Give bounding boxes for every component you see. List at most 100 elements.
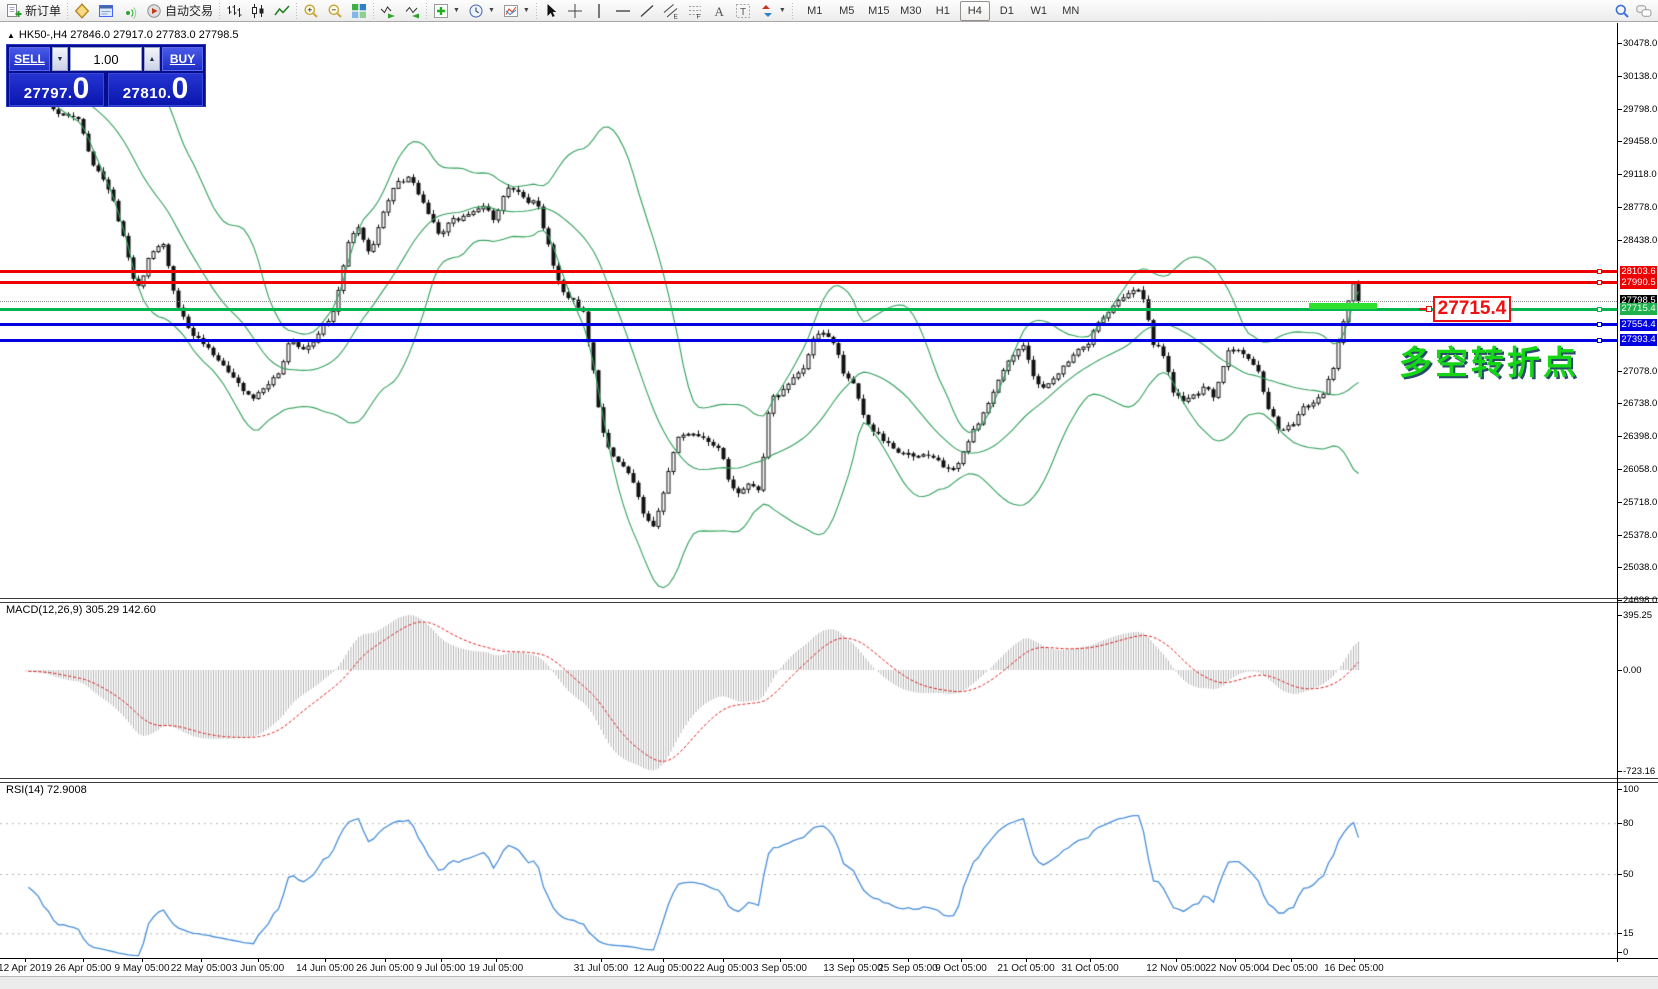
zoom-in-glyph — [303, 3, 319, 19]
time-tick-mark — [25, 958, 26, 962]
volume-increase-button[interactable]: ▲ — [144, 47, 160, 71]
buy-button[interactable]: BUY — [162, 47, 203, 71]
panel-separator[interactable] — [0, 778, 1658, 783]
trendline-icon[interactable] — [635, 0, 659, 22]
time-tick-label: 22 Aug 05:00 — [693, 963, 753, 974]
channel-glyph: E — [663, 3, 679, 19]
tile-windows-icon[interactable] — [347, 0, 371, 22]
svg-text:F: F — [696, 13, 700, 19]
signals-icon[interactable] — [118, 0, 142, 22]
time-tick-label: 26 Jun 05:00 — [356, 963, 414, 974]
search-icon[interactable] — [1614, 3, 1630, 19]
rsi-panel-canvas[interactable] — [0, 782, 1617, 958]
timeframe-button-m1[interactable]: M1 — [807, 4, 823, 17]
arrows-icon[interactable]: ▼ — [755, 0, 790, 22]
auto-scroll-icon[interactable] — [376, 0, 400, 22]
time-tick-mark — [385, 958, 386, 962]
macd-tick-mark — [1617, 670, 1622, 671]
timeframe-button-w1[interactable]: W1 — [1030, 4, 1048, 17]
price-tick-mark — [1617, 436, 1622, 438]
toolbar-separator — [67, 2, 69, 19]
support-line-blue-2[interactable] — [0, 338, 1617, 342]
timeframe-button-m15[interactable]: M15 — [868, 4, 890, 17]
dropdown-caret-icon[interactable]: ▼ — [778, 7, 786, 14]
profiles-icon[interactable] — [94, 0, 118, 22]
resistance-line-1-handle[interactable] — [1597, 269, 1602, 275]
market-watch-icon[interactable] — [70, 0, 94, 22]
autotrading-button[interactable]: 自动交易 — [142, 0, 217, 22]
sell-price-display[interactable]: 27797. 0 — [9, 73, 104, 106]
text-icon[interactable]: A — [707, 0, 731, 22]
bar-chart-icon[interactable] — [222, 0, 246, 22]
support-line-green-handle[interactable] — [1597, 306, 1602, 312]
time-tick-label: 16 Dec 05:00 — [1324, 963, 1384, 974]
timeframe-button-h1[interactable]: H1 — [935, 4, 950, 17]
svg-text:E: E — [673, 13, 678, 19]
candlestick-chart-icon[interactable] — [246, 0, 270, 22]
volume-decrease-button[interactable]: ▼ — [52, 47, 68, 71]
support-line-green[interactable] — [0, 307, 1617, 311]
price-tick-label: 26398.0 — [1623, 431, 1658, 443]
sell-button[interactable]: SELL — [9, 47, 50, 71]
crosshair-icon[interactable] — [563, 0, 587, 22]
text-label-icon[interactable]: T — [731, 0, 755, 22]
svg-text:A: A — [714, 4, 724, 19]
cursor-icon[interactable] — [539, 0, 563, 22]
price-tick-label: 30138.0 — [1623, 70, 1658, 82]
dropdown-caret-icon[interactable]: ▼ — [487, 7, 495, 14]
indicators-icon[interactable]: ▼ — [429, 0, 464, 22]
zoom-out-icon[interactable] — [323, 0, 347, 22]
dropdown-caret-icon[interactable]: ▼ — [522, 7, 530, 14]
fibonacci-icon[interactable]: F — [683, 0, 707, 22]
support-line-green-price-label: 27715.4 — [1620, 303, 1657, 316]
periods-icon[interactable]: ▼ — [464, 0, 499, 22]
new-order-button[interactable]: 新订单 — [2, 0, 65, 22]
price-callout-box[interactable]: 27715.4 — [1433, 296, 1511, 322]
chat-icon[interactable] — [1636, 3, 1652, 19]
support-line-blue-2-handle[interactable] — [1597, 337, 1602, 343]
horizontal-line-icon[interactable] — [611, 0, 635, 22]
zoom-in-icon[interactable] — [299, 0, 323, 22]
macd-panel-canvas[interactable] — [0, 602, 1617, 778]
time-tick-label: 9 Oct 05:00 — [935, 963, 987, 974]
autotrading-glyph — [146, 3, 162, 19]
support-line-blue-1-handle[interactable] — [1597, 322, 1602, 328]
dropdown-caret-icon[interactable]: ▼ — [453, 7, 460, 14]
resistance-line-1[interactable] — [0, 270, 1617, 274]
time-tick-mark — [961, 958, 962, 962]
price-tick-mark — [1617, 174, 1622, 176]
time-tick-mark — [1026, 958, 1027, 962]
channel-icon[interactable]: E — [659, 0, 683, 22]
symbol-ohlc-text: HK50-,H4 27846.0 27917.0 27783.0 27798.5 — [18, 29, 239, 41]
resistance-line-2[interactable] — [0, 281, 1617, 285]
timeframe-button-m5[interactable]: M5 — [839, 4, 855, 17]
price-tick-mark — [1617, 469, 1622, 470]
buy-price-display[interactable]: 27810. 0 — [108, 73, 203, 106]
profiles-glyph — [98, 3, 114, 19]
price-tick-label: 28778.0 — [1623, 201, 1658, 213]
timeframe-button-h4[interactable]: H4 — [959, 0, 990, 21]
timeframe-button-d1[interactable]: D1 — [999, 4, 1014, 17]
time-tick-mark — [853, 958, 854, 962]
resistance-line-2-handle[interactable] — [1597, 280, 1602, 286]
support-line-blue-1[interactable] — [0, 323, 1617, 327]
time-tick-label: 9 Jul 05:00 — [416, 963, 466, 974]
time-tick-mark — [723, 958, 724, 962]
current-price-line[interactable] — [0, 301, 1617, 303]
turning-point-annotation[interactable]: 多空转折点 — [1399, 343, 1579, 382]
tile-glyph — [351, 3, 367, 19]
vertical-line-icon[interactable] — [587, 0, 611, 22]
macd-tick-label: 395.25 — [1623, 610, 1653, 621]
line-chart-icon[interactable] — [270, 0, 294, 22]
timeframe-button-mn[interactable]: MN — [1062, 4, 1080, 17]
chart-shift-icon[interactable] — [400, 0, 424, 22]
timeframe-button-m30[interactable]: M30 — [900, 4, 922, 17]
price-tick-label: 26738.0 — [1623, 398, 1658, 410]
templates-icon[interactable]: ▼ — [499, 0, 534, 22]
support-highlight-bar[interactable] — [1309, 303, 1377, 309]
volume-input[interactable]: 1.00 — [70, 47, 142, 71]
rsi-tick-label: 100 — [1623, 784, 1639, 796]
panel-separator[interactable] — [0, 598, 1658, 603]
time-tick-mark — [496, 958, 497, 962]
time-tick-mark — [663, 958, 664, 962]
